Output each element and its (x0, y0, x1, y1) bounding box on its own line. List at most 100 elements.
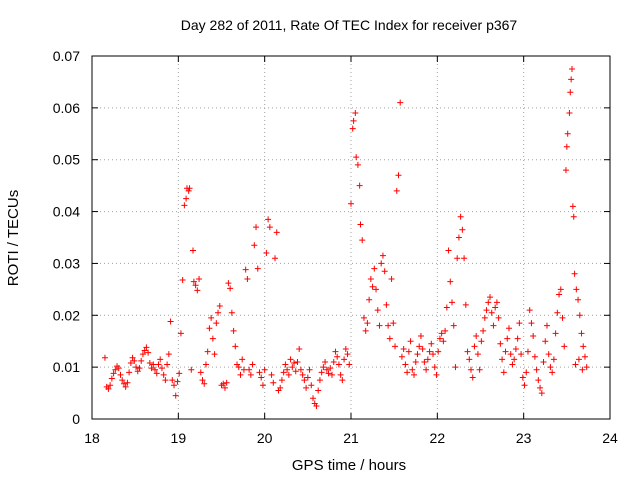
data-point (299, 371, 306, 378)
data-point (208, 314, 215, 321)
data-point (499, 356, 506, 363)
y-tick-label: 0.03 (53, 255, 80, 271)
x-tick-label: 22 (430, 430, 446, 446)
data-point (526, 307, 533, 314)
x-axis-title: GPS time / hours (292, 457, 406, 474)
data-point (346, 361, 353, 368)
y-tick-label: 0.04 (53, 204, 80, 220)
data-point (108, 375, 115, 382)
data-point (492, 304, 499, 311)
data-point (197, 369, 204, 376)
data-point (171, 382, 178, 389)
data-point (411, 371, 418, 378)
data-point (550, 356, 557, 363)
data-point (330, 358, 337, 365)
data-point (323, 366, 330, 373)
data-point (315, 387, 322, 394)
data-point (215, 309, 222, 316)
data-point (165, 351, 172, 358)
data-point (562, 167, 569, 174)
data-point (327, 365, 334, 372)
data-point (428, 340, 435, 347)
data-point (304, 374, 311, 381)
data-point (373, 286, 380, 293)
data-point (507, 351, 514, 358)
data-point (559, 314, 566, 321)
data-point (188, 366, 195, 373)
data-point (471, 343, 478, 350)
data-point (155, 361, 162, 368)
data-point (462, 301, 469, 308)
data-point (289, 364, 296, 371)
data-point (423, 366, 430, 373)
data-point (445, 247, 452, 254)
data-point (129, 354, 136, 361)
data-point (225, 280, 232, 287)
x-tick-label: 24 (602, 430, 618, 446)
data-point (183, 195, 190, 202)
data-point (263, 250, 270, 257)
data-point (433, 371, 440, 378)
data-point (505, 325, 512, 332)
data-point (110, 370, 117, 377)
data-point (105, 385, 112, 392)
data-point (146, 359, 153, 366)
data-point (265, 216, 272, 223)
data-point (148, 365, 155, 372)
data-point (308, 382, 315, 389)
data-point (313, 403, 320, 410)
data-point (190, 278, 197, 285)
data-point (186, 185, 193, 192)
data-point (569, 203, 576, 210)
data-point (350, 117, 357, 124)
y-tick-label: 0.05 (53, 152, 80, 168)
data-point (342, 345, 349, 352)
data-point (371, 265, 378, 272)
data-point (169, 377, 176, 384)
data-point (310, 395, 317, 402)
y-tick-label: 0.06 (53, 100, 80, 116)
data-point (318, 369, 325, 376)
data-point (220, 380, 227, 387)
x-tick-label: 23 (516, 430, 532, 446)
data-point (483, 307, 490, 314)
data-point (436, 335, 443, 342)
data-point (278, 377, 285, 384)
data-point (374, 307, 381, 314)
data-point (466, 356, 473, 363)
data-point (209, 335, 216, 342)
data-point (378, 260, 385, 267)
data-point (204, 348, 211, 355)
data-point (366, 296, 373, 303)
data-point (383, 301, 390, 308)
data-point (352, 110, 359, 117)
data-point (206, 325, 213, 332)
data-point (127, 359, 134, 366)
y-tick-label: 0.02 (53, 307, 80, 323)
data-point (160, 371, 167, 378)
data-point (131, 357, 138, 364)
data-point (416, 343, 423, 350)
data-point (519, 374, 526, 381)
data-point (535, 377, 542, 384)
data-point (337, 371, 344, 378)
data-point (158, 365, 165, 372)
data-point (395, 172, 402, 179)
data-point (192, 282, 199, 289)
data-point (221, 384, 228, 391)
data-point (133, 364, 140, 371)
data-point (322, 358, 329, 365)
data-point (185, 187, 192, 194)
data-point (280, 369, 287, 376)
data-point (223, 379, 230, 386)
data-point (497, 340, 504, 347)
data-point (124, 379, 131, 386)
data-point (228, 309, 235, 316)
data-point (570, 213, 577, 220)
data-point (400, 345, 407, 352)
data-point (292, 368, 299, 375)
data-point (364, 320, 371, 327)
data-point (249, 361, 256, 368)
data-point (455, 234, 462, 241)
